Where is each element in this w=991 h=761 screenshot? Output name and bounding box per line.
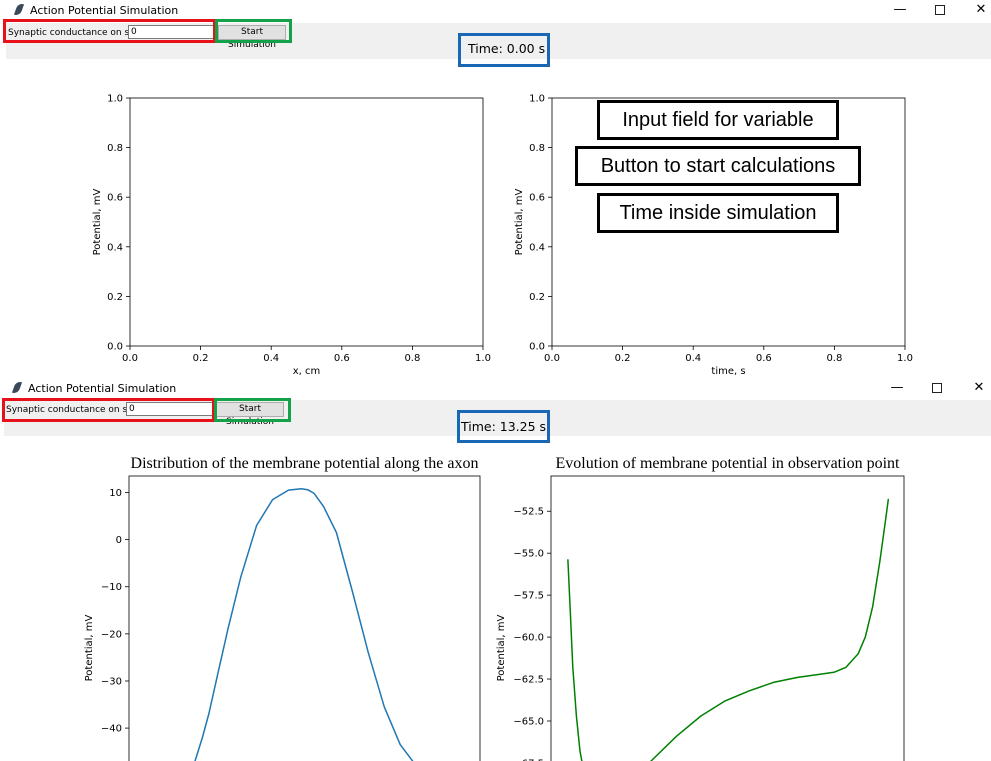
y-tick-label: 0.6 <box>529 193 545 204</box>
series-line-0 <box>194 487 414 761</box>
conductance-label: Synaptic conductance on shunt <box>6 405 148 415</box>
y-tick-label: −67.5 <box>513 758 544 761</box>
plot-bottom-right: 024681012−52.5−55.0−57.5−60.0−62.5−65.0−… <box>496 455 905 761</box>
callout-time: Time inside simulation <box>597 193 839 233</box>
x-tick-label: 0.8 <box>404 353 420 364</box>
y-tick-label: −65.0 <box>513 716 544 727</box>
axes-frame <box>129 97 484 347</box>
y-tick-label: 0.4 <box>107 242 123 253</box>
x-tick-label: 0.2 <box>193 353 209 364</box>
callout-input: Input field for variable <box>597 100 839 140</box>
conductance-input[interactable] <box>126 402 214 416</box>
x-axis-label: x, cm <box>293 366 321 377</box>
axes-frame <box>128 475 481 761</box>
minimize-icon[interactable]: — <box>893 2 907 17</box>
window-bottom: Action Potential Simulation — ✕ Synaptic… <box>0 378 991 761</box>
x-axis-label: time, s <box>711 366 745 377</box>
x-tick-label: 1.0 <box>475 353 491 364</box>
y-axis-label: Potential, mV <box>496 614 507 681</box>
y-tick-label: 0.2 <box>107 292 123 303</box>
title-bar[interactable]: Action Potential Simulation — ✕ <box>0 378 991 400</box>
control-panel: Synaptic conductance on shunt Start Simu… <box>4 400 991 436</box>
y-tick-label: −10 <box>101 582 122 593</box>
start-simulation-button[interactable]: Start Simulation <box>216 402 284 427</box>
y-tick-label: 0.8 <box>529 143 545 154</box>
y-tick-label: −60.0 <box>513 633 544 644</box>
y-tick-label: 0.0 <box>529 342 545 353</box>
close-icon[interactable]: ✕ <box>973 380 985 395</box>
y-axis-label: Potential, mV <box>92 188 103 255</box>
y-tick-label: 0.4 <box>529 242 545 253</box>
plot-top-left: 0.0 0.2 0.4 0.6 0.8 1.0 0.0 0.2 0.4 0.6 0.8 1.0 x, c… <box>92 94 491 378</box>
x-tick-label: 0.4 <box>263 353 279 364</box>
x-tick-label: 0.4 <box>685 353 701 364</box>
x-tick-label: 0.2 <box>615 353 631 364</box>
y-tick-label: 0 <box>116 535 122 546</box>
axes-frame <box>551 97 906 347</box>
plot-title: Evolution of membrane potential in obser… <box>556 455 900 472</box>
axes-frame <box>550 475 905 761</box>
bottom-plots: 0.000.020.040.060.080.10100−10−20−30−40−… <box>84 455 905 761</box>
y-tick-label: 0.6 <box>107 193 123 204</box>
plot-title: Distribution of the membrane potential a… <box>131 455 479 472</box>
maximize-icon[interactable] <box>927 380 947 396</box>
y-tick-label: −55.0 <box>513 549 544 560</box>
conductance-label: Synaptic conductance on shunt <box>8 28 150 38</box>
time-highlight <box>458 33 550 67</box>
maximize-icon[interactable] <box>930 2 950 18</box>
input-highlight <box>3 19 216 43</box>
x-tick-label: 1.0 <box>897 353 913 364</box>
y-tick-label: −20 <box>101 629 122 640</box>
y-tick-label: −62.5 <box>513 675 544 686</box>
series-line-0 <box>567 498 890 761</box>
y-axis-label: Potential, mV <box>514 188 525 255</box>
input-highlight <box>2 398 215 422</box>
y-tick-label: 10 <box>109 488 122 499</box>
y-tick-label: −52.5 <box>513 507 544 518</box>
x-tick-label: 0.6 <box>334 353 350 364</box>
time-readout: Time: 0.00 s <box>468 41 546 56</box>
plot-bottom-left: 0.000.020.040.060.080.10100−10−20−30−40−… <box>84 455 481 761</box>
y-tick-label: 0.0 <box>107 342 123 353</box>
button-highlight <box>215 19 292 43</box>
top-plots: 0.0 0.2 0.4 0.6 0.8 1.0 0.0 0.2 0.4 0.6 0.8 1.0 x, c… <box>92 94 913 378</box>
y-tick-label: −57.5 <box>513 591 544 602</box>
window-title: Action Potential Simulation <box>28 382 177 395</box>
x-tick-label: 0.0 <box>122 353 138 364</box>
window-top: Action Potential Simulation — ✕ Synaptic… <box>0 0 991 378</box>
y-axis-label: Potential, mV <box>84 614 95 681</box>
y-tick-label: 0.8 <box>107 143 123 154</box>
y-tick-label: 1.0 <box>107 94 123 105</box>
close-icon[interactable]: ✕ <box>975 2 987 17</box>
x-tick-label: 0.8 <box>826 353 842 364</box>
start-simulation-button[interactable]: Start Simulation <box>218 25 286 50</box>
y-tick-label: 1.0 <box>529 94 545 105</box>
window-title: Action Potential Simulation <box>30 4 179 17</box>
time-highlight <box>457 410 550 443</box>
y-tick-label: −30 <box>101 676 122 687</box>
time-readout: Time: 13.25 s <box>461 419 547 434</box>
plot-top-right: 0.0 0.2 0.4 0.6 0.8 1.0 0.0 0.2 0.4 0.6 0.8 1.0 time… <box>514 94 913 378</box>
button-highlight <box>214 398 291 422</box>
x-tick-label: 0.0 <box>544 353 560 364</box>
y-tick-label: −40 <box>101 724 122 735</box>
control-panel: Synaptic conductance on shunt Start Simu… <box>6 23 991 59</box>
y-tick-label: 0.2 <box>529 292 545 303</box>
minimize-icon[interactable]: — <box>890 380 904 395</box>
x-tick-label: 0.6 <box>756 353 772 364</box>
title-bar[interactable]: Action Potential Simulation — ✕ <box>0 0 991 22</box>
callout-button: Button to start calculations <box>575 146 861 186</box>
